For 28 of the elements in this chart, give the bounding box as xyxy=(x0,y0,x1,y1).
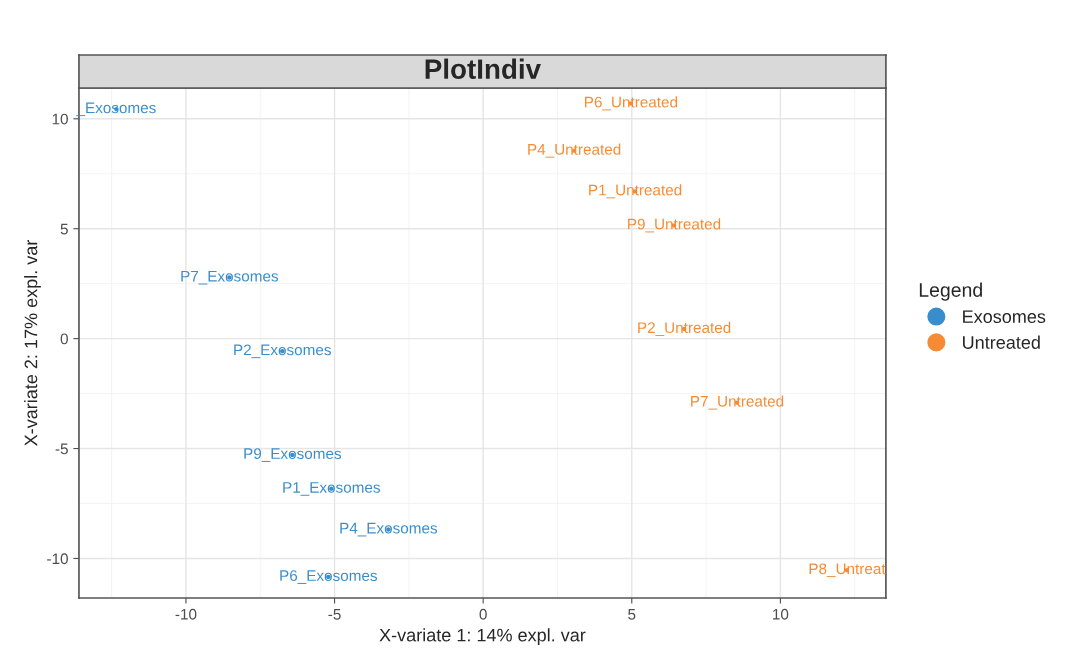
y-tick-label: 0 xyxy=(60,333,68,345)
annotation: P2_Exosomes xyxy=(234,344,331,359)
annotation: P2_Untreated xyxy=(638,321,731,336)
x-tick-label: 5 xyxy=(628,609,636,620)
x-tick-label: 0 xyxy=(479,608,487,620)
x-tick-label: -5 xyxy=(328,609,341,620)
annotation: P7_Exosomes xyxy=(181,270,279,285)
annotation: P4_Untreated xyxy=(528,143,621,158)
annotation: P1_Untreated xyxy=(589,184,682,199)
y-axis-title: X-variate 2: 17% expl. var xyxy=(24,239,41,446)
annotation: P6_Untreated xyxy=(585,96,678,111)
x-tick-label: 10 xyxy=(773,608,789,620)
x-tick-label: -10 xyxy=(175,608,197,620)
annotation: P7_Untreated xyxy=(691,395,784,410)
legend-title: Legend xyxy=(919,282,982,301)
annotation: P9_Exosomes xyxy=(244,448,342,462)
chart-title: PlotIndiv xyxy=(425,58,541,79)
y-tick-label: 5 xyxy=(60,223,68,235)
annotation: P1_Exosomes xyxy=(283,482,380,496)
x-axis-title: X-variate 1: 14% expl. var xyxy=(379,628,586,646)
legend-label: Exosomes xyxy=(963,310,1046,324)
annotation: P6_Exosomes xyxy=(280,570,378,584)
y-tick-label: -10 xyxy=(47,553,68,565)
legend-label: Untreated xyxy=(963,335,1040,349)
annotation: P9_Untreated xyxy=(628,218,721,233)
y-tick-label: 10 xyxy=(52,113,68,125)
y-tick-label: -5 xyxy=(55,443,68,455)
annotation: P4_Exosomes xyxy=(340,522,438,537)
